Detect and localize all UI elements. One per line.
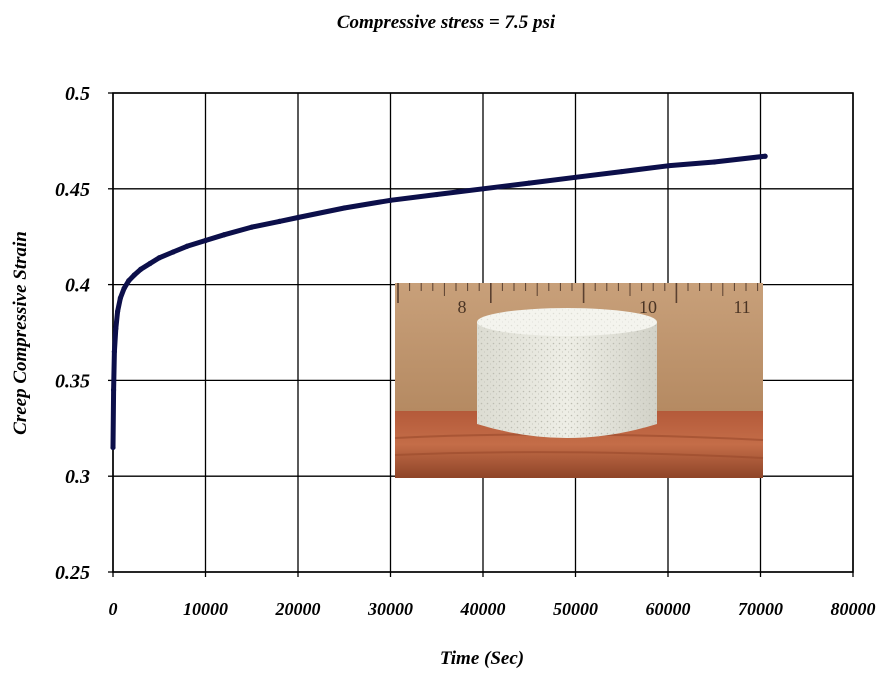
data-point [110, 387, 117, 393]
data-point [762, 153, 768, 159]
data-point [387, 197, 394, 203]
x-axis-label: Time (Sec) [440, 648, 524, 669]
data-point [202, 237, 209, 244]
data-point [619, 168, 625, 175]
data-point [115, 308, 121, 315]
y-tick-label: 0.4 [65, 275, 90, 297]
data-point [117, 295, 123, 301]
data-point [711, 159, 717, 165]
x-tick-label: 10000 [183, 599, 228, 619]
y-tick-label: 0.35 [55, 370, 90, 392]
data-point [111, 349, 117, 355]
data-point [121, 285, 127, 292]
data-point [138, 266, 144, 272]
foam-specimen [477, 308, 657, 438]
chart-title: Compressive stress = 7.5 psi [337, 12, 556, 33]
data-point [110, 444, 116, 451]
x-tick-label: 20000 [275, 599, 321, 619]
axes [108, 92, 854, 577]
data-point [480, 186, 486, 192]
data-point [131, 272, 137, 278]
x-tick-label: 0 [109, 599, 118, 619]
data-point [665, 163, 671, 169]
data-point [276, 218, 283, 224]
data-point [170, 249, 176, 255]
x-tick-label: 70000 [738, 599, 783, 619]
ruler-number-10: 10 [639, 297, 657, 317]
y-tick-label: 0.3 [65, 466, 90, 488]
x-tick-label: 40000 [460, 599, 506, 619]
data-point [434, 191, 440, 198]
data-point [184, 243, 190, 249]
x-tick-label: 50000 [553, 599, 598, 619]
data-point [126, 278, 132, 284]
data-point [221, 232, 227, 238]
ruler-number-11: 11 [733, 297, 750, 317]
tick-labels: 0 10000 20000 30000 40000 50000 60000 70000 8000… [55, 83, 876, 619]
x-tick-label: 30000 [367, 599, 413, 619]
data-point [295, 214, 301, 221]
data-point [156, 255, 162, 261]
y-tick-label: 0.25 [55, 562, 90, 584]
y-tick-label: 0.45 [55, 179, 90, 201]
x-tick-label: 80000 [831, 599, 876, 619]
data-point [341, 205, 347, 211]
data-point [572, 174, 579, 180]
inset-photo: 8 10 11 [394, 283, 764, 478]
data-point [526, 180, 532, 186]
ruler-number-8: 8 [458, 297, 467, 317]
data-point [113, 326, 119, 332]
ruler-ticks [397, 283, 759, 303]
y-tick-label: 0.5 [65, 83, 90, 105]
data-point [147, 260, 153, 267]
y-axis-label: Creep Compressive Strain [10, 231, 31, 435]
series-layer [110, 153, 768, 451]
x-tick-label: 60000 [646, 599, 691, 619]
data-point [249, 224, 255, 230]
